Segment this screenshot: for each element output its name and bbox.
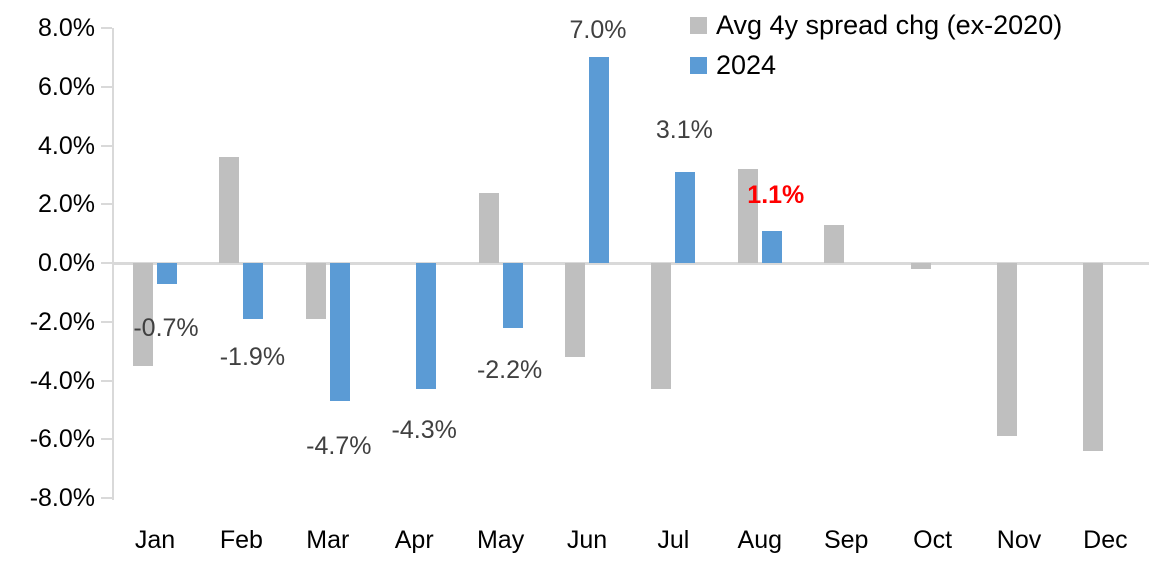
legend-label: Avg 4y spread chg (ex-2020) (716, 10, 1063, 40)
y-axis-tick-label: -2.0% (29, 307, 95, 336)
y-axis-tick (101, 379, 112, 382)
data-label-mar: -4.7% (306, 432, 372, 461)
y-axis-tick-label: 2.0% (38, 190, 95, 219)
y-axis-tick-label: 4.0% (38, 131, 95, 160)
x-axis-label-jun: Jun (566, 526, 608, 554)
y-axis-tick (101, 438, 112, 441)
bar-avg-4y-spread-chg-ex-2020-oct (910, 263, 931, 269)
x-axis-label-apr: Apr (394, 526, 434, 554)
y-axis-tick (101, 27, 112, 29)
legend-label: 2024 (716, 50, 777, 80)
bar-2024-jun (589, 57, 609, 263)
y-axis-tick-label: 6.0% (38, 72, 95, 101)
x-axis-label-feb: Feb (219, 526, 263, 554)
bar-2024-may (502, 263, 523, 328)
data-label-apr: -4.3% (391, 416, 457, 445)
x-axis-label-may: May (476, 526, 525, 554)
legend-swatch-icon (690, 57, 707, 74)
bar-2024-jan (157, 263, 177, 284)
bar-avg-4y-spread-chg-ex-2020-dec (1083, 263, 1104, 451)
bar-avg-4y-spread-chg-ex-2020-jul (651, 263, 672, 390)
data-label-aug: 1.1% (747, 180, 805, 209)
x-axis-label-sep: Sep (823, 526, 869, 554)
bar-avg-4y-spread-chg-ex-2020-nov (997, 263, 1017, 437)
zero-axis-line (112, 262, 1149, 265)
bar-avg-4y-spread-chg-ex-2020-jan (133, 263, 153, 366)
bar-2024-apr (416, 263, 437, 390)
data-label-jan: -0.7% (133, 313, 199, 342)
bar-avg-4y-spread-chg-ex-2020-may (478, 192, 499, 263)
x-axis-label-jan: Jan (134, 526, 176, 554)
x-axis-label-jul: Jul (657, 526, 690, 554)
bar-2024-aug (761, 230, 782, 263)
bar-2024-feb (243, 263, 264, 319)
legend-item: Avg 4y spread chg (ex-2020) (690, 10, 1062, 41)
x-axis-label-nov: Nov (996, 526, 1042, 554)
y-axis-tick (101, 262, 112, 264)
bar-avg-4y-spread-chg-ex-2020-jun (565, 263, 585, 357)
legend-item: 2024 (690, 50, 1062, 81)
y-axis-tick-label: -8.0% (29, 484, 95, 512)
y-axis-tick (101, 497, 112, 499)
bar-avg-4y-spread-chg-ex-2020-mar (305, 263, 326, 319)
y-axis-tick-label: -4.0% (29, 366, 95, 395)
bar-2024-jul (675, 171, 696, 263)
data-label-jun: 7.0% (569, 16, 627, 45)
data-label-may: -2.2% (476, 355, 543, 384)
bar-avg-4y-spread-chg-ex-2020-feb (219, 157, 240, 263)
bar-avg-4y-spread-chg-ex-2020-sep (824, 224, 845, 263)
y-axis-tick (101, 144, 112, 147)
y-axis-tick (101, 85, 112, 88)
y-axis-tick-label: 0.0% (38, 249, 95, 277)
x-axis-label-aug: Aug (737, 526, 783, 554)
y-axis-tick-label: -6.0% (29, 425, 95, 454)
bar-2024-mar (329, 263, 350, 402)
legend: Avg 4y spread chg (ex-2020) 2024 (690, 10, 1062, 90)
bar-avg-4y-spread-chg-ex-2020-aug (737, 169, 758, 263)
y-axis-tick (101, 320, 112, 323)
x-axis-label-dec: Dec (1083, 526, 1128, 554)
legend-swatch-icon (690, 17, 707, 34)
y-axis-tick (101, 203, 112, 206)
x-axis-label-oct: Oct (913, 526, 953, 554)
x-axis-label-mar: Mar (306, 526, 350, 554)
y-axis-tick-label: 8.0% (38, 14, 95, 42)
data-label-feb: -1.9% (219, 342, 286, 371)
data-label-jul: 3.1% (655, 115, 713, 144)
